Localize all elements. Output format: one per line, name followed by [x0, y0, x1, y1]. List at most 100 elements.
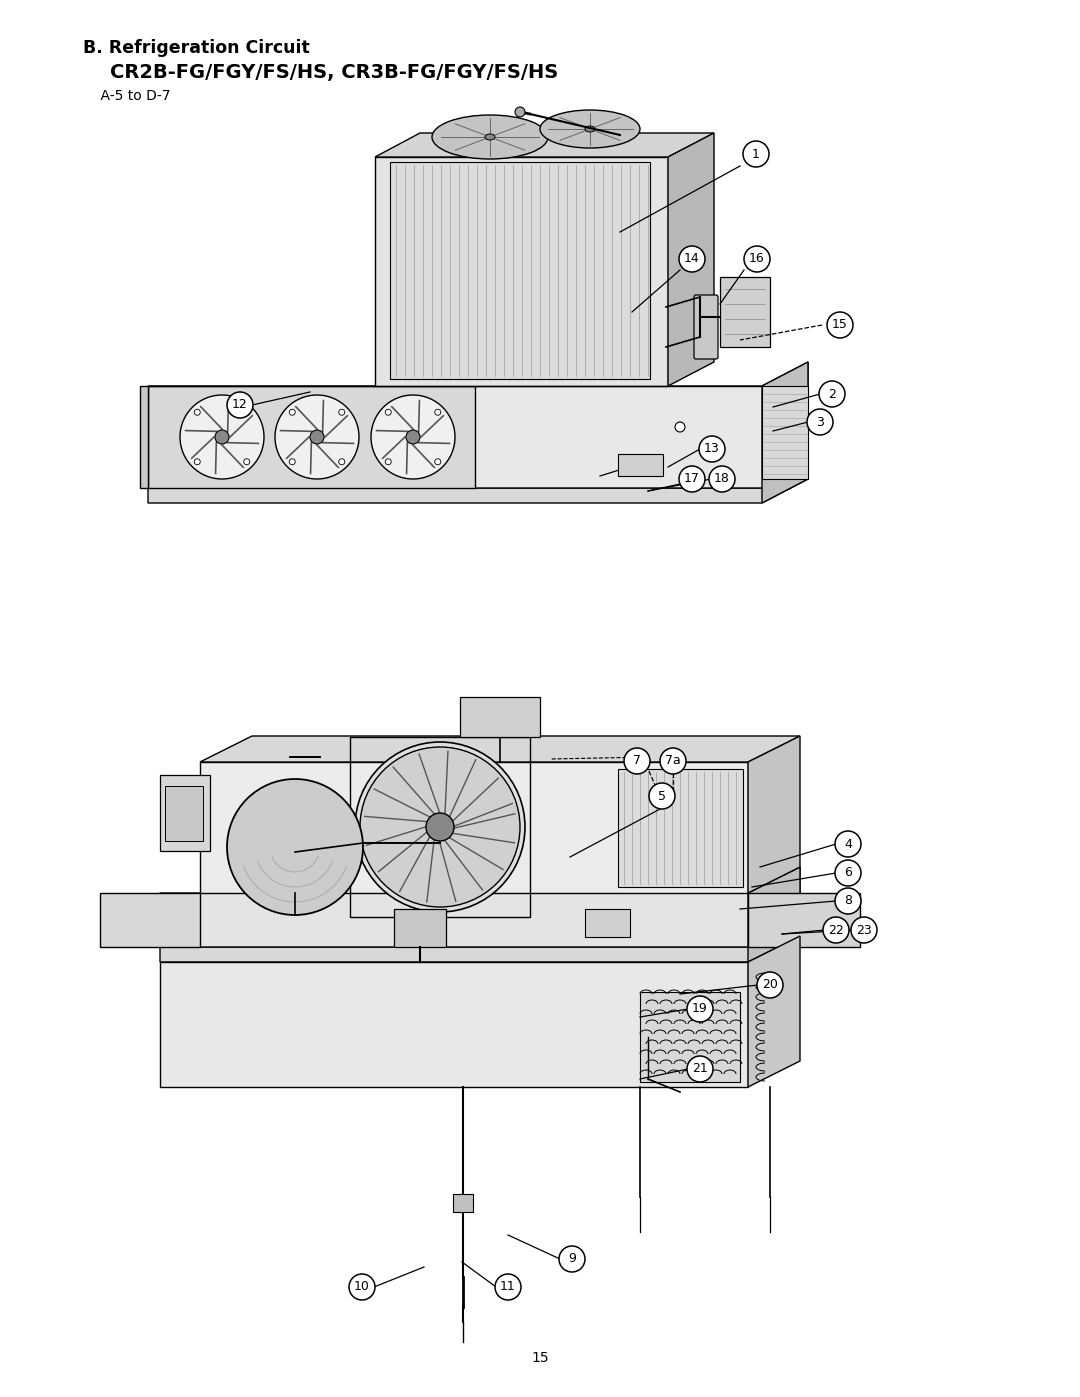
Polygon shape	[762, 362, 808, 503]
Bar	[390, 162, 650, 379]
Circle shape	[435, 409, 441, 415]
Polygon shape	[669, 133, 714, 386]
Circle shape	[360, 747, 519, 907]
Circle shape	[227, 780, 363, 915]
Circle shape	[339, 409, 345, 415]
Text: 13: 13	[704, 443, 720, 455]
Ellipse shape	[432, 115, 548, 159]
Text: 9: 9	[568, 1253, 576, 1266]
Circle shape	[827, 312, 853, 338]
Ellipse shape	[540, 110, 640, 148]
Circle shape	[372, 395, 455, 479]
Circle shape	[289, 409, 295, 415]
Polygon shape	[375, 156, 669, 386]
Bar	[618, 768, 743, 887]
Bar	[453, 1194, 473, 1213]
Bar	[585, 909, 630, 937]
Text: 12: 12	[232, 398, 248, 412]
Circle shape	[708, 467, 735, 492]
Circle shape	[757, 972, 783, 997]
Polygon shape	[748, 736, 800, 893]
Text: 1: 1	[752, 148, 760, 161]
Bar	[762, 386, 808, 479]
Bar	[640, 992, 740, 1083]
Circle shape	[339, 458, 345, 465]
Circle shape	[624, 747, 650, 774]
Text: 8: 8	[843, 894, 852, 908]
Circle shape	[743, 141, 769, 168]
Bar	[460, 697, 540, 738]
Circle shape	[807, 409, 833, 434]
Text: A-5 to D-7: A-5 to D-7	[83, 89, 171, 103]
Polygon shape	[148, 386, 475, 488]
Bar	[394, 909, 446, 947]
Bar	[160, 775, 210, 851]
Circle shape	[194, 458, 200, 465]
Ellipse shape	[585, 126, 595, 131]
Text: 19: 19	[692, 1003, 707, 1016]
Text: 14: 14	[684, 253, 700, 265]
Circle shape	[649, 782, 675, 809]
Circle shape	[851, 916, 877, 943]
Text: 7a: 7a	[665, 754, 680, 767]
Text: 10: 10	[354, 1281, 370, 1294]
Circle shape	[244, 458, 249, 465]
Circle shape	[660, 747, 686, 774]
Circle shape	[835, 831, 861, 856]
FancyBboxPatch shape	[694, 295, 718, 359]
Circle shape	[679, 246, 705, 272]
Circle shape	[687, 996, 713, 1023]
Text: 22: 22	[828, 923, 843, 936]
Circle shape	[180, 395, 264, 479]
Text: 3: 3	[816, 415, 824, 429]
Bar	[720, 277, 770, 346]
Circle shape	[823, 916, 849, 943]
Polygon shape	[200, 736, 800, 761]
Polygon shape	[748, 893, 860, 947]
Polygon shape	[375, 133, 714, 156]
Circle shape	[675, 422, 685, 432]
Text: 23: 23	[856, 923, 872, 936]
Circle shape	[355, 742, 525, 912]
Circle shape	[310, 430, 324, 444]
Circle shape	[744, 246, 770, 272]
Circle shape	[275, 395, 359, 479]
Bar	[165, 787, 203, 841]
Circle shape	[687, 1056, 713, 1083]
Polygon shape	[748, 936, 800, 1087]
Polygon shape	[148, 362, 808, 488]
Circle shape	[244, 409, 249, 415]
Text: 2: 2	[828, 387, 836, 401]
Circle shape	[515, 108, 525, 117]
Text: 15: 15	[531, 1351, 549, 1365]
Bar	[350, 738, 530, 916]
Text: 17: 17	[684, 472, 700, 486]
Text: 21: 21	[692, 1063, 707, 1076]
Circle shape	[835, 861, 861, 886]
Bar	[140, 386, 148, 488]
Text: 6: 6	[845, 866, 852, 880]
Polygon shape	[748, 868, 800, 963]
Text: CR2B-FG/FGY/FS/HS, CR3B-FG/FGY/FS/HS: CR2B-FG/FGY/FS/HS, CR3B-FG/FGY/FS/HS	[83, 63, 558, 82]
Circle shape	[406, 430, 420, 444]
Text: 7: 7	[633, 754, 642, 767]
Circle shape	[194, 409, 200, 415]
Text: 15: 15	[832, 319, 848, 331]
Circle shape	[699, 436, 725, 462]
Bar	[618, 454, 663, 476]
Polygon shape	[160, 868, 800, 947]
Circle shape	[386, 458, 391, 465]
Polygon shape	[160, 921, 800, 963]
Text: 18: 18	[714, 472, 730, 486]
Circle shape	[495, 1274, 521, 1301]
Text: B. Refrigeration Circuit: B. Refrigeration Circuit	[83, 39, 310, 57]
Polygon shape	[160, 963, 748, 1087]
Polygon shape	[100, 893, 200, 947]
Circle shape	[349, 1274, 375, 1301]
Circle shape	[819, 381, 845, 407]
Circle shape	[559, 1246, 585, 1273]
Text: 4: 4	[845, 837, 852, 851]
Circle shape	[289, 458, 295, 465]
Text: 5: 5	[658, 789, 666, 802]
Text: 16: 16	[750, 253, 765, 265]
